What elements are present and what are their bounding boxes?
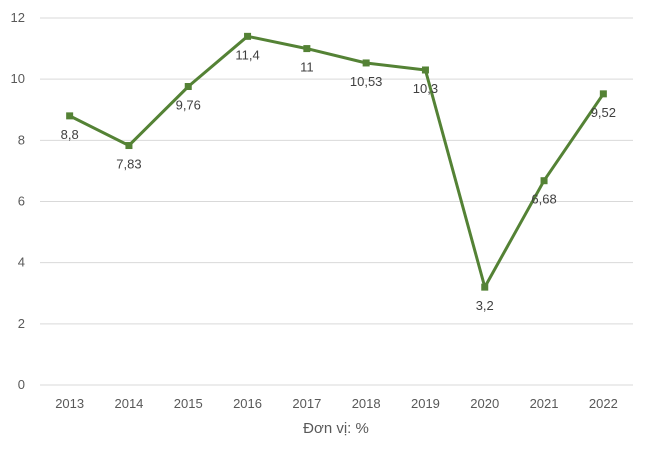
data-labels: 8,8 7,83 9,76 11,4 11 10,53 10,3 3,2 6,68 9,52 [61, 47, 616, 313]
x-tick-label: 2014 [114, 396, 143, 411]
x-tick-label: 2013 [55, 396, 84, 411]
series-markers [66, 32, 607, 291]
x-tick-label: 2022 [589, 396, 618, 411]
x-tick-label: 2018 [352, 396, 381, 411]
data-label: 6,68 [531, 192, 556, 207]
y-tick-label: 6 [18, 194, 25, 209]
data-label: 11,4 [235, 47, 259, 62]
data-label: 7,83 [116, 157, 141, 172]
y-axis-ticks: 0 2 4 6 8 10 12 [11, 10, 25, 392]
data-point-marker [125, 142, 133, 150]
x-axis-title: Đơn vị: % [303, 420, 369, 437]
data-label: 11 [300, 60, 314, 75]
data-label: 9,52 [591, 105, 616, 120]
gridlines [40, 17, 633, 386]
data-point-marker [599, 90, 607, 98]
data-label: 10,53 [350, 74, 383, 89]
data-point-marker [540, 177, 548, 185]
data-point-marker [481, 283, 489, 291]
x-tick-label: 2017 [292, 396, 321, 411]
x-tick-label: 2020 [470, 396, 499, 411]
y-tick-label: 2 [18, 316, 25, 331]
x-tick-label: 2015 [174, 396, 203, 411]
data-point-marker [66, 112, 74, 120]
y-tick-label: 12 [11, 10, 25, 25]
y-tick-label: 0 [18, 377, 25, 392]
data-point-marker [184, 83, 192, 91]
data-point-marker [362, 59, 370, 67]
x-tick-label: 2016 [233, 396, 262, 411]
data-point-marker [244, 32, 252, 40]
y-tick-label: 4 [18, 255, 25, 270]
series-lines [69, 34, 605, 289]
data-label: 3,2 [476, 298, 494, 313]
x-axis-ticks: 2013 2014 2015 2016 2017 2018 2019 2020 2021 2022 [55, 396, 618, 411]
series-line [69, 34, 605, 289]
y-tick-label: 10 [11, 71, 25, 86]
x-tick-label: 2021 [530, 396, 559, 411]
data-point-marker [303, 45, 311, 53]
data-label: 10,3 [413, 81, 438, 96]
data-point-marker [421, 66, 429, 74]
data-label: 8,8 [61, 127, 79, 142]
x-tick-label: 2019 [411, 396, 440, 411]
y-tick-label: 8 [18, 132, 25, 147]
data-label: 9,76 [176, 98, 201, 113]
